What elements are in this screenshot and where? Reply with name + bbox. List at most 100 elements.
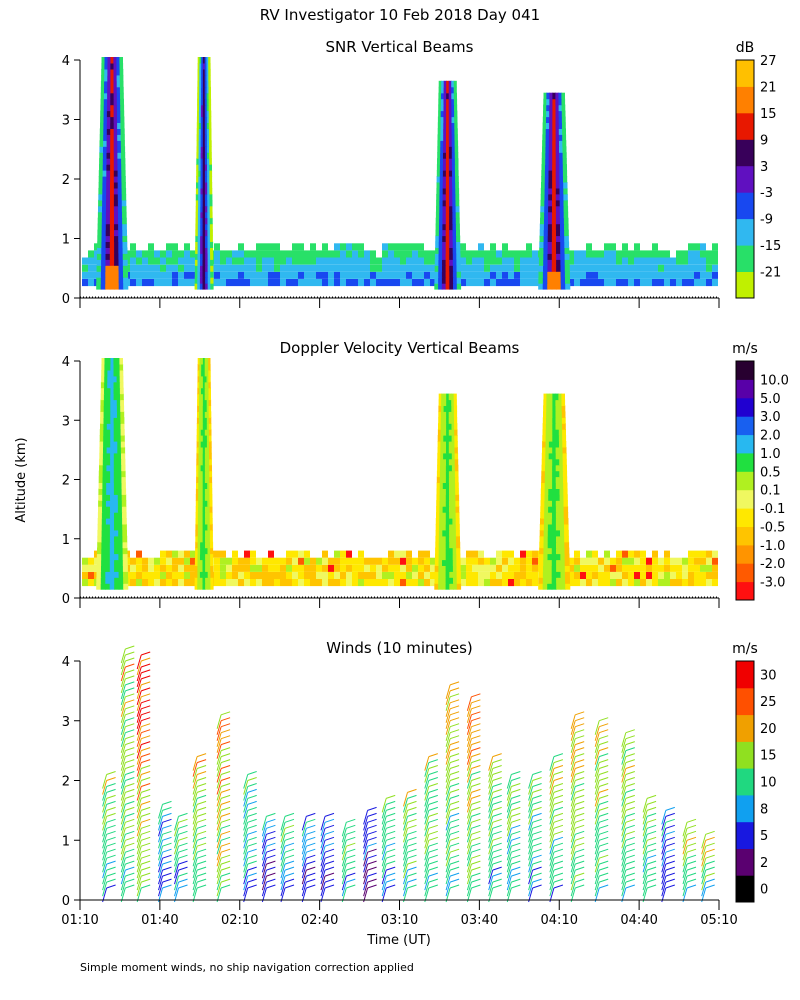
wind-barb bbox=[705, 872, 715, 877]
field-cell bbox=[292, 257, 298, 265]
field-cell bbox=[256, 571, 262, 579]
field-cell bbox=[304, 550, 310, 558]
field-cell bbox=[210, 259, 214, 266]
field-cell bbox=[206, 68, 209, 76]
wind-barb bbox=[575, 711, 585, 716]
field-cell bbox=[107, 68, 112, 76]
wind-barb bbox=[125, 693, 135, 698]
field-cell bbox=[551, 223, 557, 231]
field-cell bbox=[204, 116, 208, 123]
field-cell bbox=[445, 271, 450, 278]
field-cell bbox=[118, 265, 124, 272]
field-cell bbox=[292, 243, 298, 251]
field-cell bbox=[548, 494, 553, 501]
field-cell bbox=[166, 264, 172, 272]
field-cell bbox=[551, 235, 557, 242]
field-cell bbox=[198, 464, 202, 472]
field-cell bbox=[99, 458, 104, 466]
field-cell bbox=[443, 441, 447, 448]
field-cell bbox=[136, 550, 142, 558]
wind-barb bbox=[341, 875, 347, 891]
field-cell bbox=[438, 583, 443, 590]
field-cell bbox=[430, 279, 436, 287]
field-cell bbox=[200, 223, 204, 231]
wind-barb bbox=[424, 774, 430, 789]
field-cell bbox=[443, 128, 447, 135]
wind-barb bbox=[488, 863, 494, 879]
field-cell bbox=[539, 529, 545, 537]
field-cell bbox=[195, 223, 199, 231]
field-cell bbox=[439, 164, 444, 171]
field-cell bbox=[445, 241, 450, 248]
field-cell bbox=[542, 435, 547, 442]
wind-barb bbox=[506, 810, 512, 825]
field-cell bbox=[547, 265, 553, 272]
field-cell bbox=[199, 283, 204, 290]
field-cell bbox=[446, 405, 450, 412]
wind-barb bbox=[162, 884, 172, 889]
field-cell bbox=[439, 223, 443, 231]
wind-barb bbox=[449, 765, 460, 769]
wind-barb bbox=[403, 852, 408, 867]
x-tick-label: 02:40 bbox=[301, 913, 338, 928]
field-cell bbox=[544, 488, 549, 495]
wind-barb bbox=[136, 672, 142, 688]
field-cell bbox=[446, 140, 450, 147]
field-cell bbox=[610, 243, 616, 251]
wind-barb bbox=[625, 878, 635, 883]
field-cell bbox=[256, 243, 262, 251]
field-cell bbox=[200, 182, 204, 189]
field-cell bbox=[101, 553, 107, 561]
wind-barb bbox=[367, 842, 377, 847]
field-cell bbox=[207, 512, 211, 519]
field-cell bbox=[436, 205, 440, 213]
wind-barb bbox=[424, 863, 430, 879]
field-cell bbox=[442, 241, 447, 248]
field-cell bbox=[208, 358, 211, 365]
field-cell bbox=[120, 134, 125, 141]
wind-barb bbox=[324, 872, 335, 877]
field-cell bbox=[545, 452, 550, 460]
field-cell bbox=[542, 283, 548, 290]
wind-barb bbox=[261, 875, 267, 891]
field-cell bbox=[286, 571, 292, 579]
wind-barb bbox=[511, 800, 521, 805]
colorbar-frame bbox=[735, 59, 755, 299]
field-cell bbox=[548, 500, 553, 507]
wind-barb bbox=[528, 834, 534, 849]
field-cell bbox=[568, 571, 574, 579]
field-cell bbox=[451, 405, 455, 412]
colorbar: m/s-3.0-2.0-1.0-0.5-0.10.10.51.02.03.05.… bbox=[732, 341, 789, 601]
field-cell bbox=[102, 488, 107, 495]
wind-barb bbox=[701, 846, 707, 861]
field-cell bbox=[110, 470, 115, 478]
wind-barb bbox=[532, 848, 542, 853]
field-cell bbox=[121, 470, 126, 478]
field-cell bbox=[106, 417, 111, 424]
field-cell bbox=[117, 441, 122, 448]
field-cell bbox=[256, 579, 262, 587]
field-cell bbox=[94, 243, 100, 251]
wind-barb bbox=[570, 756, 576, 771]
wind-barb bbox=[471, 824, 481, 829]
wind-barb bbox=[570, 828, 576, 843]
field-cell bbox=[580, 571, 586, 579]
field-cell bbox=[478, 257, 484, 265]
field-cell bbox=[352, 257, 358, 265]
field-cell bbox=[543, 98, 547, 106]
wind-barb bbox=[466, 756, 472, 771]
field-cell bbox=[160, 264, 166, 272]
wind-barb bbox=[488, 816, 494, 831]
field-cell bbox=[202, 164, 206, 171]
field-cell bbox=[445, 283, 450, 290]
field-cell bbox=[119, 86, 124, 94]
field-cell bbox=[116, 86, 121, 94]
wind-barb bbox=[553, 783, 564, 787]
wind-barb bbox=[549, 762, 555, 777]
wind-barb bbox=[570, 744, 576, 759]
field-cell bbox=[604, 243, 610, 251]
field-cell bbox=[117, 464, 122, 472]
field-cell bbox=[104, 86, 108, 94]
wind-barb bbox=[102, 780, 108, 795]
field-cell bbox=[200, 470, 204, 478]
